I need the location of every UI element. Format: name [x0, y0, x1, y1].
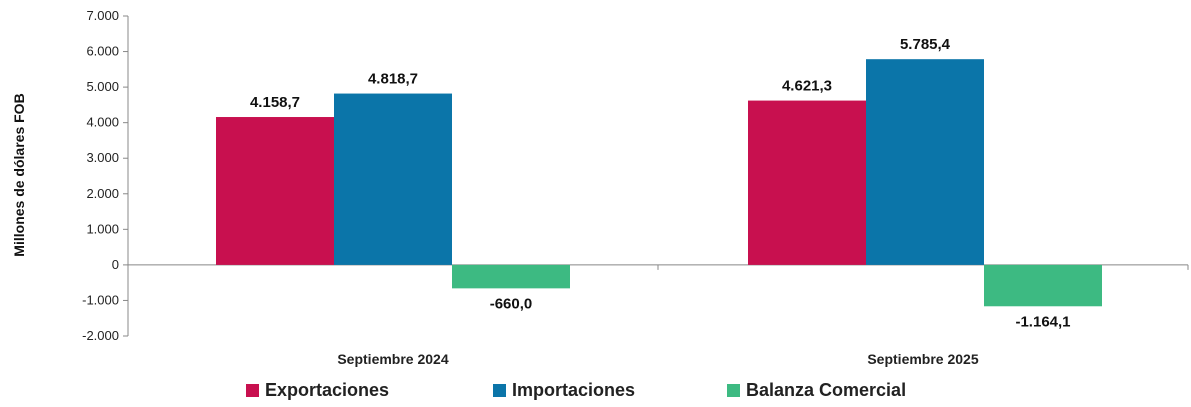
y-tick-label: 4.000: [86, 115, 119, 130]
category-label: Septiembre 2025: [867, 351, 978, 367]
y-axis-label: Millones de dólares FOB: [11, 93, 27, 256]
data-label: -1.164,1: [1015, 313, 1070, 330]
y-tick-label: 5.000: [86, 79, 119, 94]
y-tick-label: 2.000: [86, 186, 119, 201]
legend-item-importaciones: Importaciones: [493, 380, 635, 401]
data-labels: 4.158,7 4.818,7 -660,0 4.621,3 5.785,4 -1.164…: [250, 36, 1071, 330]
bar-exportaciones: [748, 100, 866, 265]
legend-label: Exportaciones: [265, 380, 390, 400]
bar-importaciones: [334, 93, 452, 265]
data-label: 5.785,4: [900, 36, 951, 53]
data-label: 4.621,3: [782, 78, 832, 95]
y-tick-label: 0: [112, 257, 119, 272]
y-tick-label: -2.000: [82, 328, 119, 343]
y-tick-label: 1.000: [86, 221, 119, 236]
y-ticks: -2.000 -1.000 0 1.000 2.000 3.000 4.000 5.000 6.…: [82, 8, 128, 343]
y-tick-label: 6.000: [86, 44, 119, 59]
category-labels: Septiembre 2024 Septiembre 2025: [337, 351, 978, 367]
bar-importaciones: [866, 59, 984, 265]
data-label: -660,0: [490, 295, 533, 312]
data-label: 4.818,7: [368, 71, 418, 88]
bar-chart: Millones de dólares FOB -2.000 -1.000 0 1.0…: [11, 8, 1189, 367]
y-tick-label: 3.000: [86, 150, 119, 165]
legend-item-exportaciones: Exportaciones: [246, 380, 389, 401]
legend-item-balanza-comercial: Balanza Comercial: [727, 380, 906, 401]
legend-swatch: [246, 384, 259, 397]
legend: Exportaciones Importaciones Balanza Comerc…: [0, 380, 1191, 406]
legend-swatch: [493, 384, 506, 397]
y-tick-label: 7.000: [86, 8, 119, 23]
bar-balanza-comercial: [452, 264, 570, 289]
y-tick-label: -1.000: [82, 292, 119, 307]
legend-label: Importaciones: [512, 380, 636, 400]
legend-label: Balanza Comercial: [746, 380, 907, 400]
category-label: Septiembre 2024: [337, 351, 448, 367]
legend-swatch: [727, 384, 740, 397]
bar-balanza-comercial: [984, 264, 1102, 307]
bars: [216, 59, 1102, 307]
bar-exportaciones: [216, 117, 334, 265]
data-label: 4.158,7: [250, 94, 300, 111]
